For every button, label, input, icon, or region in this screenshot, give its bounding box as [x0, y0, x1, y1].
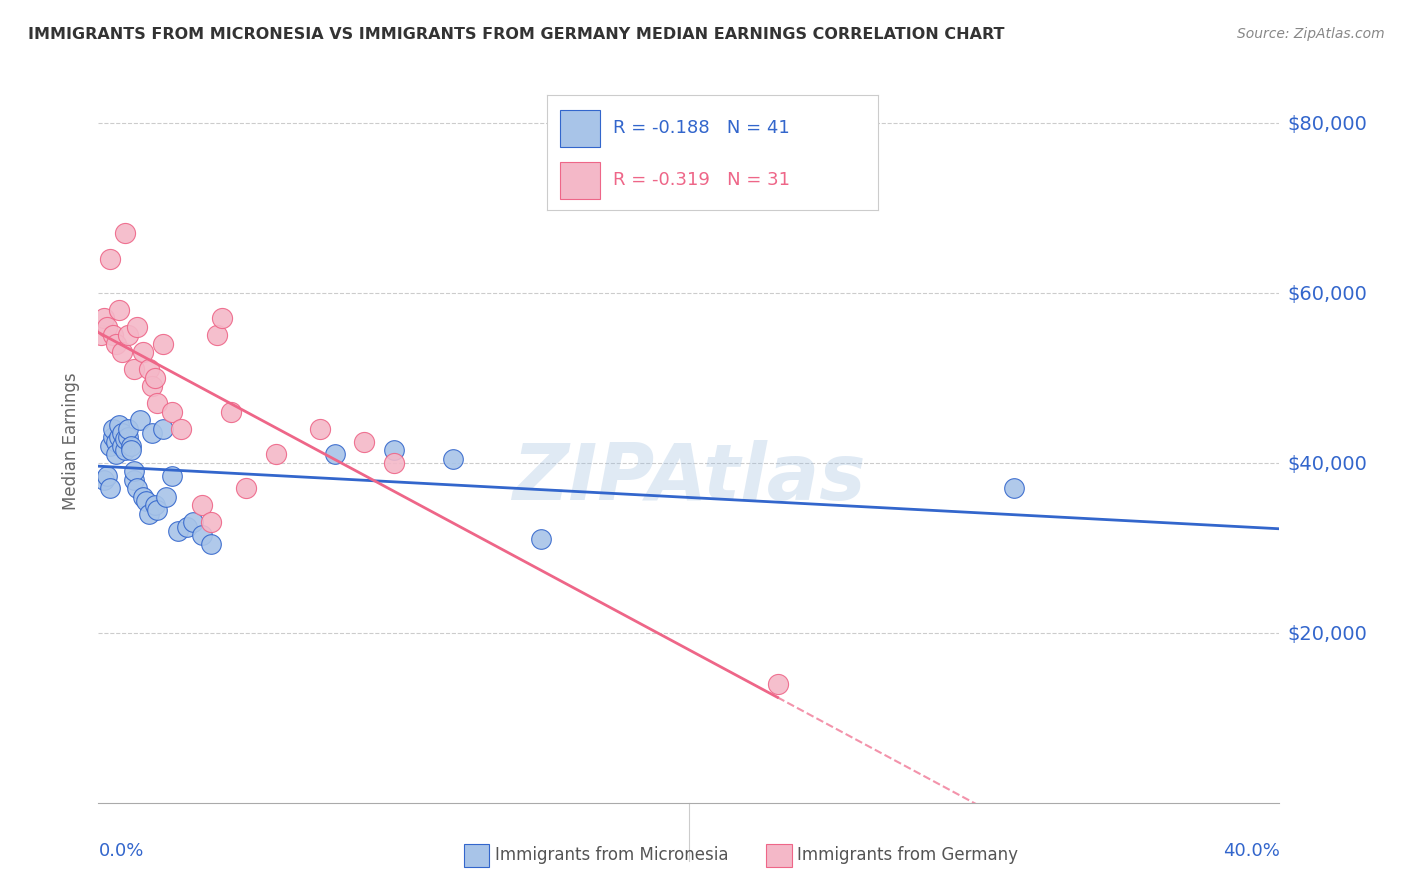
Point — [143, 498, 166, 512]
Point — [143, 371, 166, 385]
Point — [152, 422, 174, 436]
Point — [146, 502, 169, 516]
Point — [111, 425, 134, 440]
Point — [108, 417, 131, 432]
Point — [120, 439, 142, 453]
Point — [382, 456, 405, 470]
Point — [176, 519, 198, 533]
Point — [128, 413, 150, 427]
Point — [766, 677, 789, 691]
Point — [162, 405, 183, 419]
Point — [205, 328, 228, 343]
Point — [122, 464, 145, 478]
Text: Immigrants from Micronesia: Immigrants from Micronesia — [495, 847, 728, 864]
Point — [114, 227, 136, 241]
Text: 0.0%: 0.0% — [98, 842, 143, 860]
Point — [167, 524, 190, 538]
Point — [170, 422, 193, 436]
Point — [138, 507, 160, 521]
Text: 40.0%: 40.0% — [1223, 842, 1279, 860]
Point — [105, 336, 128, 351]
Point — [211, 311, 233, 326]
Point — [108, 430, 131, 444]
Point — [98, 252, 121, 266]
Point — [138, 362, 160, 376]
Point — [162, 468, 183, 483]
Point — [146, 396, 169, 410]
Text: IMMIGRANTS FROM MICRONESIA VS IMMIGRANTS FROM GERMANY MEDIAN EARNINGS CORRELATIO: IMMIGRANTS FROM MICRONESIA VS IMMIGRANTS… — [28, 27, 1005, 42]
Point — [117, 430, 139, 444]
Text: Source: ZipAtlas.com: Source: ZipAtlas.com — [1237, 27, 1385, 41]
Point — [96, 468, 118, 483]
Point — [323, 447, 346, 461]
Point — [125, 319, 148, 334]
Point — [141, 425, 163, 440]
Point — [105, 447, 128, 461]
Point — [191, 498, 214, 512]
Point — [155, 490, 177, 504]
Point — [132, 490, 155, 504]
Point — [141, 379, 163, 393]
Point — [191, 528, 214, 542]
Point — [98, 439, 121, 453]
Point — [93, 311, 115, 326]
Text: Immigrants from Germany: Immigrants from Germany — [797, 847, 1018, 864]
Point — [309, 422, 332, 436]
Point — [181, 516, 204, 530]
Point — [117, 422, 139, 436]
Point — [103, 430, 125, 444]
Point — [135, 494, 157, 508]
Point — [120, 443, 142, 458]
Point — [441, 451, 464, 466]
Point — [111, 439, 134, 453]
Point — [114, 443, 136, 458]
Point — [122, 473, 145, 487]
Point — [200, 536, 222, 550]
Text: ZIPAtlas: ZIPAtlas — [512, 440, 866, 516]
Point — [122, 362, 145, 376]
Point — [264, 447, 287, 461]
Y-axis label: Median Earnings: Median Earnings — [62, 373, 80, 510]
Point — [382, 443, 405, 458]
Point — [132, 345, 155, 359]
Point — [108, 302, 131, 317]
Point — [105, 434, 128, 449]
Point — [200, 516, 222, 530]
Point — [98, 481, 121, 495]
Point — [90, 328, 112, 343]
Point — [125, 481, 148, 495]
Point — [103, 328, 125, 343]
Point — [117, 328, 139, 343]
Point — [353, 434, 375, 449]
Point — [96, 319, 118, 334]
Point — [235, 481, 257, 495]
Point — [103, 422, 125, 436]
Point — [93, 473, 115, 487]
Point — [152, 336, 174, 351]
Point — [114, 432, 136, 446]
Point — [221, 405, 243, 419]
Point — [530, 533, 553, 547]
Point — [1002, 481, 1025, 495]
Point — [111, 345, 134, 359]
